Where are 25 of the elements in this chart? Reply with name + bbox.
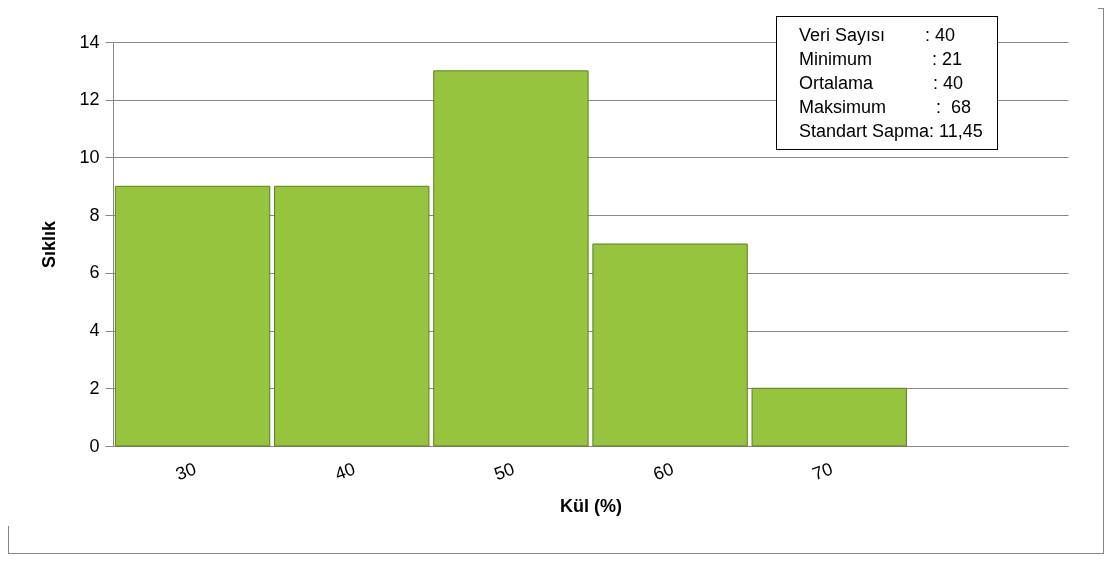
annotation: Maksimum : 68: [799, 96, 973, 119]
bar: [751, 387, 907, 447]
y-tick-label: 2: [89, 377, 100, 398]
annotation: Ortalama : 40: [799, 72, 965, 95]
y-tick-label: 10: [79, 146, 100, 167]
y-tick-label: 8: [89, 204, 100, 225]
y-tick-label: 4: [89, 320, 100, 341]
annotation: Veri Sayısı : 40: [799, 24, 957, 47]
y-axis-title: Sıklık: [39, 220, 60, 269]
y-tick-label: 12: [79, 89, 100, 110]
x-axis-title: Kül (%): [560, 496, 622, 517]
x-tick-label: 60: [650, 458, 677, 485]
bar: [114, 185, 271, 447]
bar: [433, 70, 589, 447]
x-tick-label: 50: [491, 458, 518, 485]
annotation: Standart Sapma: 11,45: [799, 120, 983, 143]
bar: [592, 243, 748, 447]
y-tick-label: 14: [79, 31, 100, 52]
y-tick-label: 6: [89, 262, 100, 283]
x-tick-label: 40: [332, 458, 358, 485]
y-tick-label: 0: [89, 435, 100, 456]
annotation: Minimum : 21: [799, 48, 964, 71]
x-tick-label: 30: [173, 458, 199, 485]
bar: [274, 185, 430, 447]
x-tick-label: 70: [809, 458, 836, 485]
